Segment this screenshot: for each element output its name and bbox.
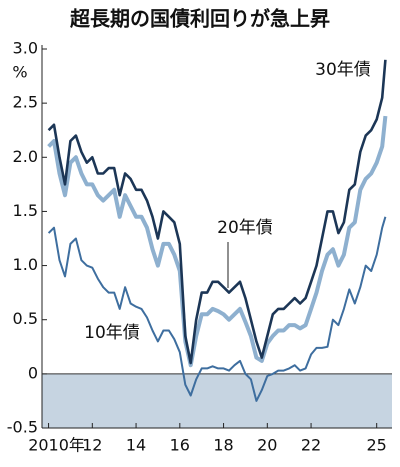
x-tick-label: 22 [301, 436, 321, 455]
y-tick-label: 1.5 [13, 201, 38, 220]
series-label: 30年債 [315, 60, 371, 80]
x-tick-label: 18 [213, 436, 233, 455]
series-label: 20年債 [217, 218, 273, 238]
x-tick-label: 25 [367, 436, 387, 455]
x-tick-label: 12 [82, 436, 102, 455]
y-tick-label: 2.5 [13, 93, 38, 112]
x-tick-label: 2010年 [28, 436, 85, 455]
series-line [47, 59, 387, 365]
y-tick-label: 0 [28, 363, 38, 382]
series-line [47, 216, 387, 402]
x-tick-label: 16 [170, 436, 190, 455]
negative-area [42, 373, 392, 428]
x-tick-label: 14 [126, 436, 146, 455]
y-tick-label: -0.5 [7, 418, 38, 437]
y-unit: % [12, 63, 27, 82]
y-tick-label: 1.0 [13, 255, 38, 274]
chart-title: 超長期の国債利回りが急上昇 [69, 7, 330, 31]
x-tick-label: 20 [257, 436, 277, 455]
y-tick-label: 0.5 [13, 309, 38, 328]
series-label: 10年債 [84, 323, 140, 343]
y-tick-label: 2.0 [13, 147, 38, 166]
series-line [47, 115, 388, 368]
y-tick-label: 3.0 [13, 39, 38, 58]
